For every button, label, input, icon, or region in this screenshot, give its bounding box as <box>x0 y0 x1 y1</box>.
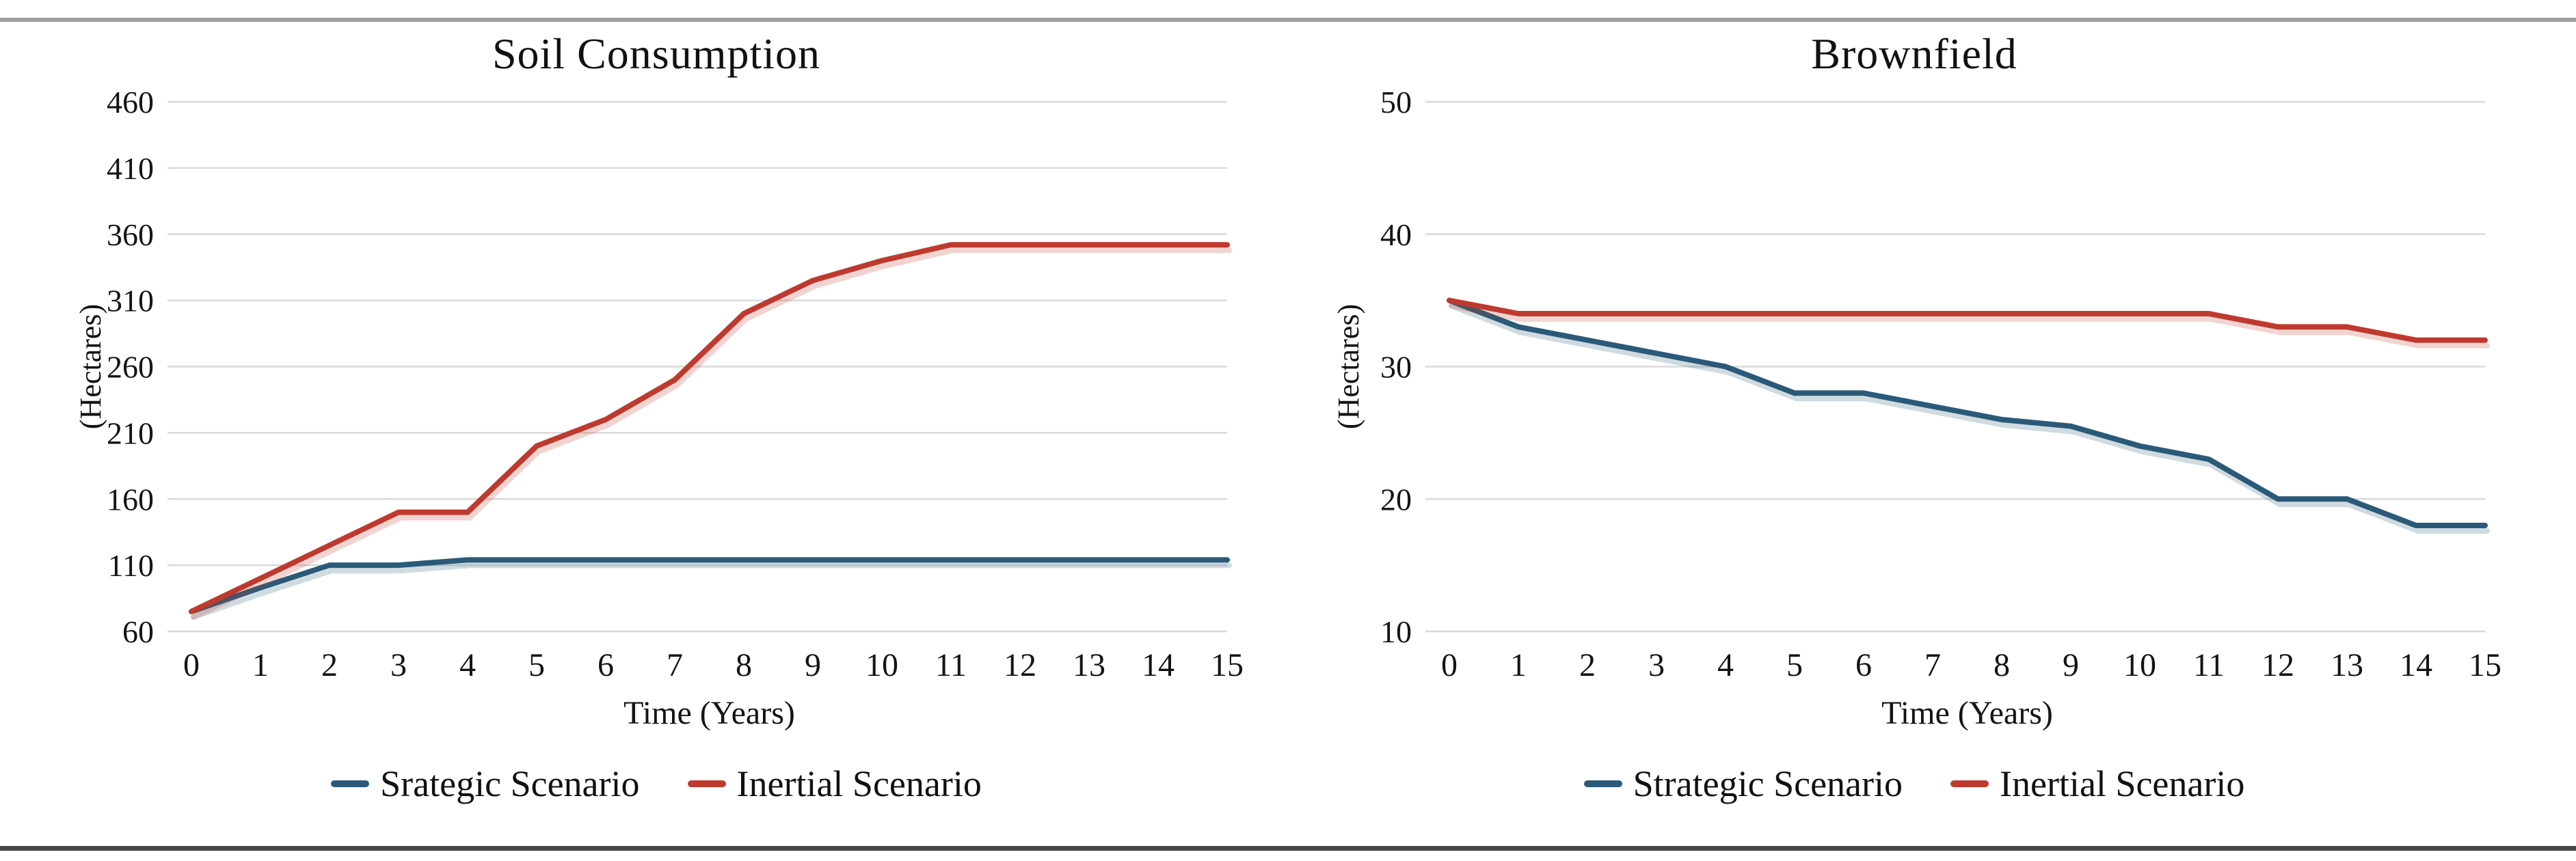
inertial-legend-label: Inertial Scenario <box>736 763 982 805</box>
x-tick-label: 5 <box>528 647 545 683</box>
y-tick-label: 20 <box>1380 482 1412 517</box>
legend-item-inertial: Inertial Scenario <box>1950 763 2244 805</box>
strategic-legend-swatch <box>331 780 370 788</box>
strategic-legend-label: Srategic Scenario <box>380 763 640 805</box>
x-tick-label: 10 <box>866 647 898 683</box>
legend-item-inertial: Inertial Scenario <box>687 763 982 805</box>
y-tick-label: 40 <box>1380 217 1412 252</box>
brownfield-title: Brownfield <box>1811 29 2017 78</box>
x-tick-label: 1 <box>1510 647 1527 683</box>
strategic-series-line <box>1447 298 2488 529</box>
x-tick-label: 3 <box>390 647 407 683</box>
x-tick-label: 13 <box>2331 647 2363 683</box>
x-tick-label: 0 <box>1441 647 1458 683</box>
chart-panel-soil-consumption: Soil Consumption 60 110 160 210 260 310 360 410… <box>65 26 1248 805</box>
x-tick-label: 1 <box>252 647 269 683</box>
x-tick-label: 14 <box>2400 647 2432 683</box>
y-tick-label: 60 <box>122 614 154 649</box>
x-tick-label: 10 <box>2123 647 2156 683</box>
y-tick-label: 410 <box>107 151 154 186</box>
x-tick-label: 15 <box>2469 647 2501 683</box>
inertial-series-shadow <box>1449 303 2490 349</box>
strategic-series-shadow <box>191 562 1232 620</box>
x-tick-label: 11 <box>2193 647 2225 683</box>
x-tick-label: 8 <box>1994 647 2010 683</box>
x-tick-label: 12 <box>2262 647 2294 683</box>
y-tick-label: 360 <box>107 217 154 252</box>
x-tick-label: 2 <box>1579 647 1596 683</box>
strategic-series-line <box>189 557 1230 615</box>
x-tick-label: 6 <box>598 647 614 683</box>
x-tick-label: 8 <box>736 647 752 683</box>
soil-consumption-title: Soil Consumption <box>492 29 821 78</box>
x-tick-label: 9 <box>2063 647 2079 683</box>
bottom-divider-line <box>0 846 2576 851</box>
x-tick-label: 4 <box>1717 647 1734 683</box>
y-tick-label: 160 <box>107 482 154 517</box>
inertial-series-line <box>189 242 1230 615</box>
x-tick-label: 4 <box>459 647 476 683</box>
legend-item-strategic: Srategic Scenario <box>331 763 640 805</box>
y-tick-label: 260 <box>107 350 154 385</box>
x-tick-label: 3 <box>1648 647 1665 683</box>
brownfield-legend: Strategic Scenario Inertial Scenario <box>1583 763 2244 805</box>
y-tick-label: 310 <box>107 284 154 318</box>
inertial-legend-swatch <box>1950 780 1989 788</box>
y-tick-label: 210 <box>107 416 154 451</box>
y-tick-label: 110 <box>108 549 154 584</box>
strategic-series-shadow <box>1449 303 2490 534</box>
legend-item-strategic: Strategic Scenario <box>1583 763 1903 805</box>
x-tick-label: 11 <box>935 647 967 683</box>
top-divider-line <box>0 18 2576 22</box>
x-axis-label: Time (Years) <box>1881 695 2053 731</box>
y-tick-label: 10 <box>1380 614 1412 649</box>
y-tick-label: 30 <box>1380 350 1412 385</box>
x-tick-label: 14 <box>1142 647 1175 683</box>
y-tick-label: 460 <box>107 85 154 120</box>
chart-panel-brownfield: Brownfield 10 20 30 40 50 0 1 2 3 4 5 6 7 8 9 10 11 12 13 1… <box>1323 26 2506 805</box>
x-tick-label: 6 <box>1855 647 1872 683</box>
x-tick-label: 5 <box>1786 647 1803 683</box>
strategic-legend-label: Strategic Scenario <box>1633 763 1903 805</box>
x-tick-label: 13 <box>1073 647 1105 683</box>
inertial-legend-label: Inertial Scenario <box>2000 763 2245 805</box>
x-tick-label: 15 <box>1211 647 1244 683</box>
y-tick-label: 50 <box>1380 85 1412 120</box>
x-tick-label: 0 <box>183 647 200 683</box>
inertial-series-line <box>1447 298 2488 344</box>
x-tick-label: 12 <box>1004 647 1036 683</box>
x-tick-label: 9 <box>805 647 821 683</box>
y-axis-label: (Hectares) <box>74 304 107 429</box>
x-tick-label: 7 <box>667 647 683 683</box>
x-axis-label: Time (Years) <box>623 695 795 731</box>
x-tick-label: 7 <box>1924 647 1941 683</box>
x-tick-label: 2 <box>321 647 338 683</box>
inertial-legend-swatch <box>687 780 726 788</box>
y-axis-label: (Hectares) <box>1332 304 1365 429</box>
soil-consumption-legend: Srategic Scenario Inertial Scenario <box>331 763 982 805</box>
charts-row: Soil Consumption 60 110 160 210 260 310 360 410… <box>65 26 2506 805</box>
strategic-legend-swatch <box>1583 780 1622 788</box>
inertial-series-shadow <box>191 247 1232 620</box>
